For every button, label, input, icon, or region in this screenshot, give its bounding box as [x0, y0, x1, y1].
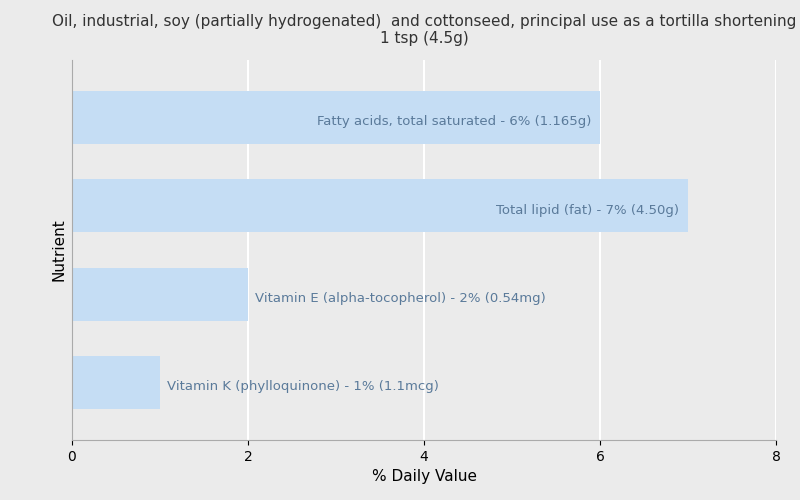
Y-axis label: Nutrient: Nutrient	[51, 218, 66, 282]
Text: Vitamin K (phylloquinone) - 1% (1.1mcg): Vitamin K (phylloquinone) - 1% (1.1mcg)	[167, 380, 439, 394]
Bar	[72, 356, 160, 409]
Bar	[72, 180, 688, 233]
X-axis label: % Daily Value: % Daily Value	[371, 470, 477, 484]
Title: Oil, industrial, soy (partially hydrogenated)  and cottonseed, principal use as : Oil, industrial, soy (partially hydrogen…	[52, 14, 796, 46]
Text: Total lipid (fat) - 7% (4.50g): Total lipid (fat) - 7% (4.50g)	[496, 204, 679, 216]
Bar	[72, 91, 600, 144]
Bar	[72, 268, 248, 320]
Text: Vitamin E (alpha-tocopherol) - 2% (0.54mg): Vitamin E (alpha-tocopherol) - 2% (0.54m…	[255, 292, 546, 305]
Text: Fatty acids, total saturated - 6% (1.165g): Fatty acids, total saturated - 6% (1.165…	[317, 115, 591, 128]
